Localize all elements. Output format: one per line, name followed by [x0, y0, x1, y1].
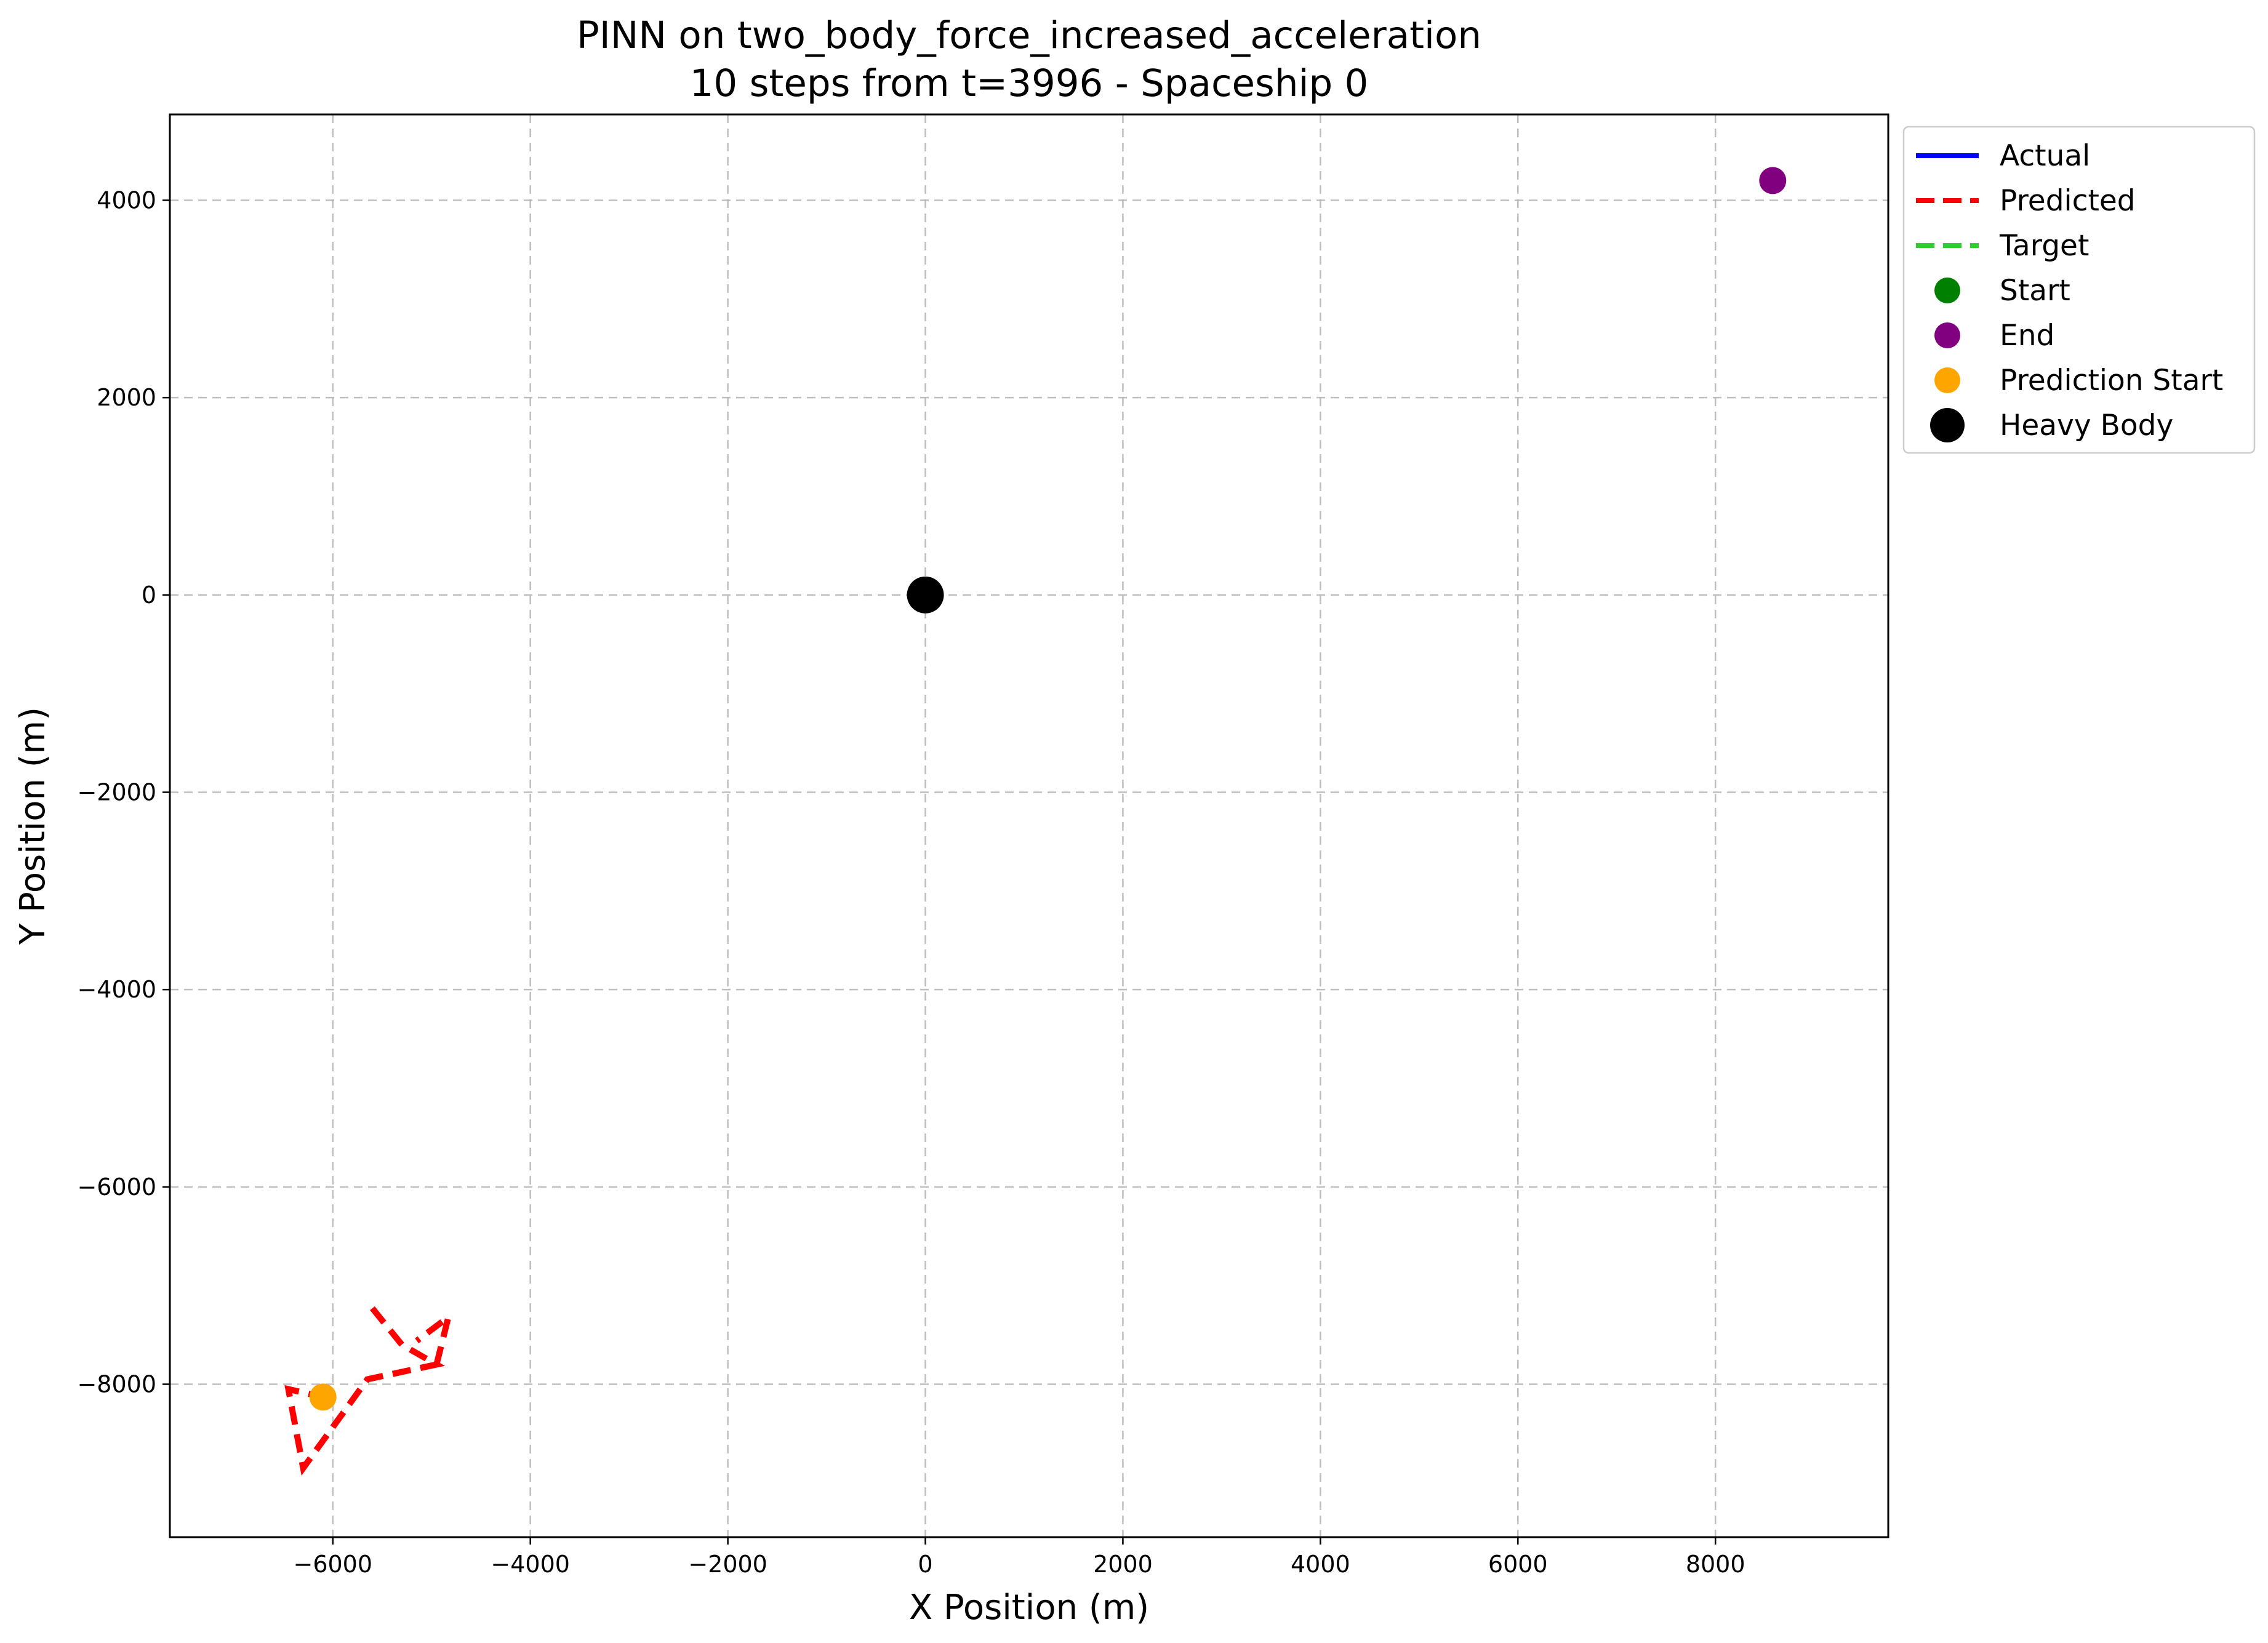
legend-label-actual: Actual	[2000, 139, 2090, 173]
legend-swatch-start	[1934, 278, 1960, 303]
y-tick-label: −8000	[77, 1370, 156, 1397]
x-tick-label: 4000	[1291, 1551, 1350, 1578]
y-tick-label: 2000	[97, 384, 156, 411]
legend-label-prediction-start: Prediction Start	[2000, 364, 2223, 398]
legend-label-start: Start	[2000, 274, 2070, 308]
x-tick-label: 2000	[1093, 1551, 1153, 1578]
y-tick-label: −6000	[77, 1173, 156, 1201]
prediction-start-marker	[309, 1383, 337, 1411]
legend-label-heavy-body: Heavy Body	[2000, 409, 2173, 442]
legend-label-predicted: Predicted	[2000, 184, 2136, 218]
plot-series	[284, 167, 1787, 1476]
legend-swatch-heavy-body	[1930, 408, 1965, 442]
axis-ticks: −6000 −4000 −2000 0 2000 4000 6000 8000 −8000 −60…	[77, 186, 1745, 1578]
x-tick-label: −2000	[688, 1551, 767, 1578]
y-tick-label: 0	[142, 582, 156, 609]
predicted-line-segment	[415, 1309, 454, 1365]
chart-subtitle: 10 steps from t=3996 - Spaceship 0	[690, 62, 1369, 105]
x-tick-label: −4000	[491, 1551, 570, 1578]
plot-area-frame	[169, 113, 1889, 1538]
y-tick-label: −4000	[77, 976, 156, 1003]
legend-swatch-prediction-start	[1934, 367, 1960, 393]
grid	[170, 114, 1888, 1537]
x-axis-label: X Position (m)	[909, 1588, 1149, 1628]
y-tick-label: −2000	[77, 778, 156, 806]
heavy-body-marker	[907, 576, 944, 614]
legend-swatch-end	[1934, 322, 1960, 348]
y-axis-label: Y Position (m)	[13, 707, 53, 945]
x-tick-label: −6000	[293, 1551, 372, 1578]
x-tick-label: 6000	[1488, 1551, 1548, 1578]
end-marker	[1759, 167, 1787, 194]
chart-title: PINN on two_body_force_increased_acceler…	[577, 14, 1481, 57]
x-tick-label: 8000	[1686, 1551, 1745, 1578]
legend-label-target: Target	[1999, 229, 2089, 263]
x-tick-label: 0	[918, 1551, 932, 1578]
legend-box	[1902, 126, 2256, 454]
predicted-line	[284, 1306, 446, 1476]
legend-label-end: End	[2000, 319, 2054, 353]
legend: Actual Predicted Target Start End Prediction …	[1902, 126, 2256, 454]
y-tick-label: 4000	[97, 186, 156, 214]
